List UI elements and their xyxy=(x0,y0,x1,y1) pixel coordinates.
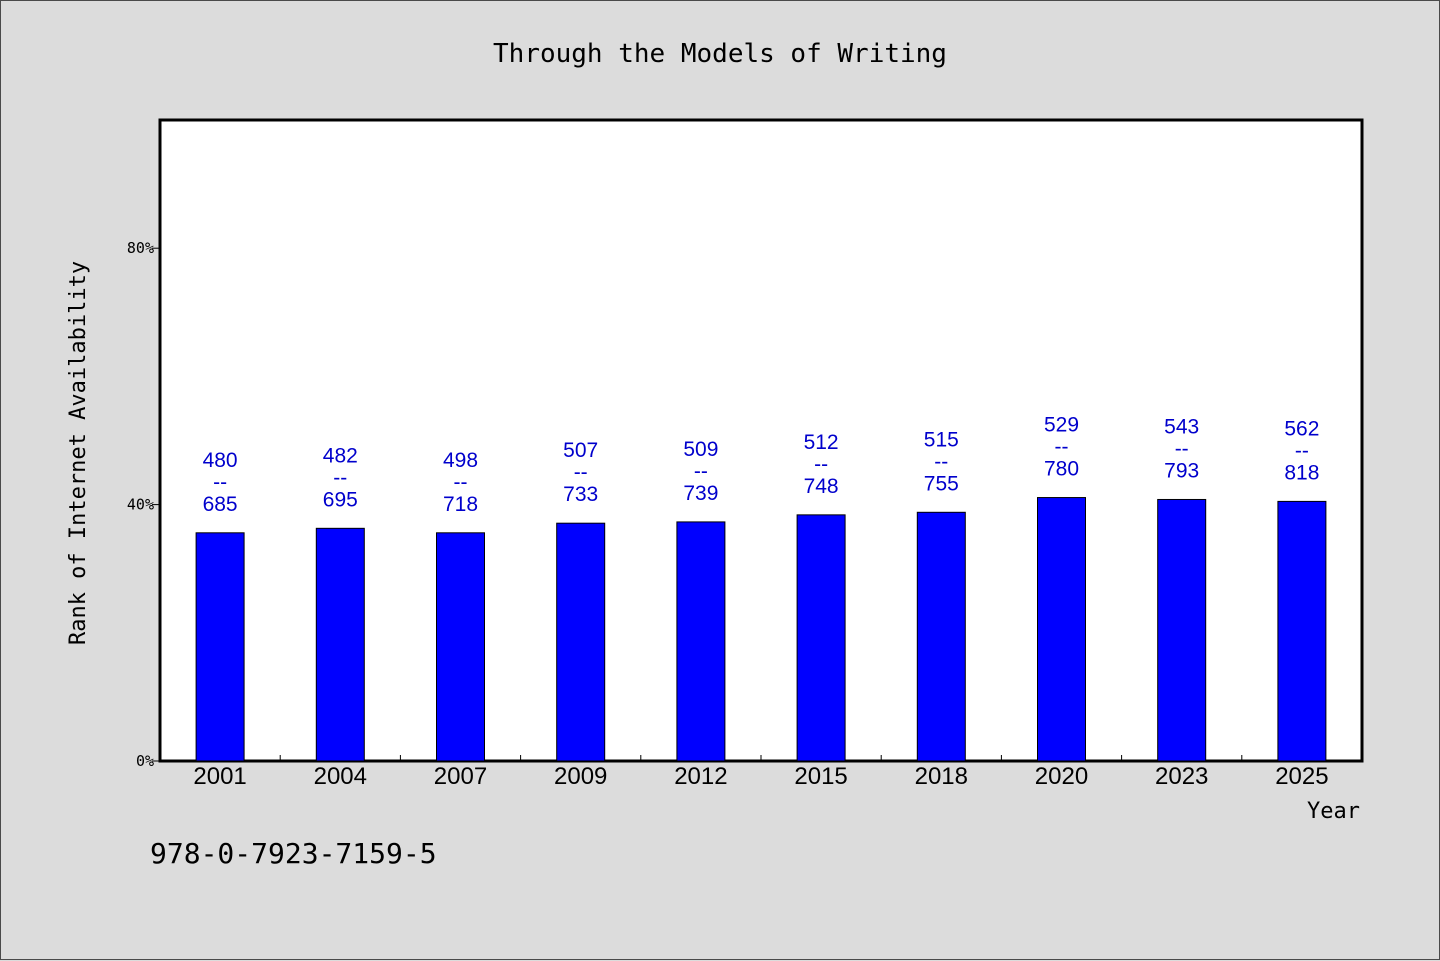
y-tick-label-0%: 0% xyxy=(136,752,154,770)
data-label-2023-1: -- xyxy=(1175,437,1189,460)
data-label-2012-0: 509 xyxy=(683,438,718,461)
data-label-2020-0: 529 xyxy=(1044,414,1079,437)
data-label-2009-0: 507 xyxy=(563,439,598,462)
isbn-text: 978-0-7923-7159-5 xyxy=(150,837,437,870)
bar-2012 xyxy=(676,521,726,762)
data-label-2012-2: 739 xyxy=(683,482,718,505)
y-tick-label-40%: 40% xyxy=(127,496,154,514)
data-label-2018-1: -- xyxy=(934,450,948,473)
data-label-2001-1: -- xyxy=(213,471,227,494)
data-label-2012-1: -- xyxy=(694,460,708,483)
y-tick-label-80%: 80% xyxy=(127,239,154,257)
data-label-2004-1: -- xyxy=(333,466,347,489)
data-label-2001-0: 480 xyxy=(203,449,238,472)
x-tick-label-2018: 2018 xyxy=(915,763,968,790)
data-label-2007-2: 718 xyxy=(443,493,478,516)
bar-2001 xyxy=(195,532,245,762)
bar-2023 xyxy=(1157,498,1207,762)
bar-2020 xyxy=(1037,497,1086,762)
x-tick-label-2015: 2015 xyxy=(794,763,847,790)
data-label-2018-0: 515 xyxy=(924,428,959,451)
data-label-2009-2: 733 xyxy=(563,483,598,506)
data-labels-layer: 480--685482--695498--718507--733509--739… xyxy=(203,414,1320,516)
data-label-2015-1: -- xyxy=(814,453,828,476)
bar-2015 xyxy=(796,514,846,762)
bar-2009 xyxy=(556,522,606,762)
data-label-2015-0: 512 xyxy=(804,431,839,454)
x-axis: 2001 2004 2007 2009 2012 2015 2018 2020 2023 2025 xyxy=(193,755,1329,790)
x-tick-label-2020: 2020 xyxy=(1035,763,1088,790)
bars-layer xyxy=(195,497,1327,762)
x-tick-label-2009: 2009 xyxy=(554,763,607,790)
data-label-2025-1: -- xyxy=(1295,439,1309,462)
data-label-2004-0: 482 xyxy=(323,444,358,467)
y-axis-label: Rank of Internet Availability xyxy=(66,261,91,645)
chart-title: Through the Models of Writing xyxy=(493,39,947,69)
data-label-2025-0: 562 xyxy=(1284,417,1319,440)
data-label-2023-0: 543 xyxy=(1164,415,1199,438)
data-label-2020-2: 780 xyxy=(1044,458,1079,481)
x-tick-label-2007: 2007 xyxy=(434,763,487,790)
bar-2004 xyxy=(315,527,365,762)
x-tick-label-2001: 2001 xyxy=(193,763,246,790)
data-label-2007-1: -- xyxy=(454,471,468,494)
x-tick-label-2012: 2012 xyxy=(674,763,727,790)
y-axis: 0% 40% 80% xyxy=(127,239,160,770)
bar-2018 xyxy=(916,511,966,762)
bar-2007 xyxy=(436,532,485,762)
data-label-2015-2: 748 xyxy=(804,475,839,498)
data-label-2020-1: -- xyxy=(1055,436,1069,459)
x-axis-label: Year xyxy=(1307,799,1360,824)
x-tick-label-2023: 2023 xyxy=(1155,763,1208,790)
bar-2025 xyxy=(1277,500,1327,762)
data-label-2009-1: -- xyxy=(574,461,588,484)
x-tick-label-2004: 2004 xyxy=(314,763,367,790)
data-label-2018-2: 755 xyxy=(924,472,959,495)
data-label-2004-2: 695 xyxy=(323,488,358,511)
x-tick-label-2025: 2025 xyxy=(1275,763,1328,790)
data-label-2007-0: 498 xyxy=(443,449,478,472)
data-label-2023-2: 793 xyxy=(1164,459,1199,482)
data-label-2025-2: 818 xyxy=(1284,461,1319,484)
data-label-2001-2: 685 xyxy=(203,493,238,516)
